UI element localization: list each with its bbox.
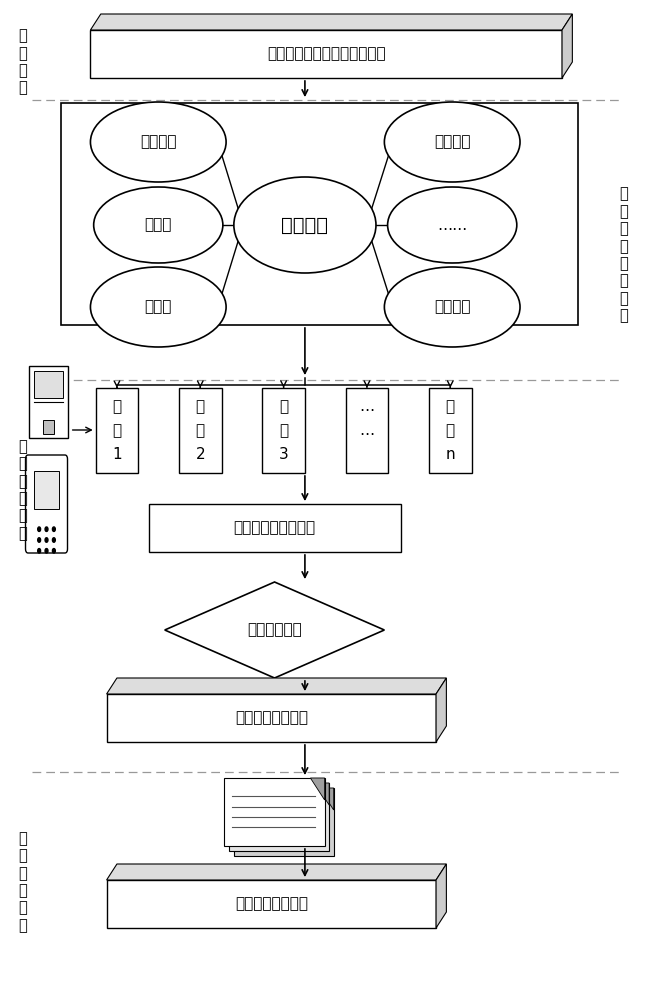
Text: …: … — [359, 399, 375, 414]
FancyBboxPatch shape — [107, 880, 436, 928]
Ellipse shape — [90, 267, 226, 347]
Circle shape — [37, 527, 41, 531]
Text: 生态环境: 生态环境 — [140, 134, 176, 149]
Circle shape — [37, 538, 41, 542]
Polygon shape — [90, 14, 572, 30]
Circle shape — [45, 527, 48, 531]
Text: 段: 段 — [279, 423, 288, 438]
FancyBboxPatch shape — [96, 388, 138, 473]
Text: 各标段环保监控报告: 各标段环保监控报告 — [233, 520, 316, 535]
Ellipse shape — [90, 102, 226, 182]
FancyBboxPatch shape — [229, 783, 329, 851]
Text: 输变电工程环境影响评价报告: 输变电工程环境影响评价报告 — [267, 46, 386, 61]
FancyBboxPatch shape — [225, 778, 324, 846]
FancyBboxPatch shape — [34, 471, 59, 508]
Text: …: … — [359, 423, 375, 438]
Polygon shape — [165, 582, 384, 678]
FancyBboxPatch shape — [346, 388, 388, 473]
Text: 水环境: 水环境 — [145, 300, 172, 314]
FancyBboxPatch shape — [90, 30, 562, 78]
Ellipse shape — [234, 177, 376, 273]
Text: 环保措施落实: 环保措施落实 — [247, 622, 302, 638]
Ellipse shape — [384, 267, 520, 347]
Circle shape — [52, 527, 56, 531]
Text: 竣
工
验
收
阶
段: 竣 工 验 收 阶 段 — [18, 831, 27, 933]
FancyBboxPatch shape — [43, 420, 54, 434]
Text: 段: 段 — [112, 423, 121, 438]
Circle shape — [52, 549, 56, 553]
FancyBboxPatch shape — [25, 455, 67, 553]
Text: 标: 标 — [446, 399, 455, 414]
Text: 数据提取: 数据提取 — [282, 216, 328, 234]
Text: ……: …… — [437, 218, 467, 232]
Ellipse shape — [388, 187, 517, 263]
Text: 标: 标 — [196, 399, 205, 414]
Text: 水土流失: 水土流失 — [434, 300, 470, 314]
FancyBboxPatch shape — [29, 366, 68, 438]
FancyBboxPatch shape — [61, 103, 578, 325]
Polygon shape — [315, 783, 329, 805]
Circle shape — [37, 549, 41, 553]
Text: 工程竣工验收报告: 工程竣工验收报告 — [234, 896, 308, 912]
Text: 3: 3 — [278, 447, 289, 462]
Ellipse shape — [94, 187, 223, 263]
Text: 段: 段 — [196, 423, 205, 438]
Text: 标: 标 — [279, 399, 288, 414]
Text: 环
评
影
响
因
素
提
取: 环 评 影 响 因 素 提 取 — [619, 187, 628, 323]
Text: 工程环保监控报告: 工程环保监控报告 — [234, 710, 308, 726]
FancyBboxPatch shape — [262, 388, 305, 473]
Polygon shape — [310, 778, 324, 800]
Polygon shape — [436, 864, 446, 928]
Polygon shape — [107, 864, 446, 880]
Text: 建
设
施
工
阶
段: 建 设 施 工 阶 段 — [18, 439, 27, 541]
Circle shape — [45, 538, 48, 542]
Text: 2: 2 — [196, 447, 205, 462]
Text: 大气环境: 大气环境 — [434, 134, 470, 149]
Polygon shape — [107, 678, 446, 694]
Text: 声环境: 声环境 — [145, 218, 172, 232]
Polygon shape — [436, 678, 446, 742]
Text: 段: 段 — [446, 423, 455, 438]
Text: 环
评
阶
段: 环 评 阶 段 — [18, 28, 27, 96]
FancyBboxPatch shape — [429, 388, 472, 473]
FancyBboxPatch shape — [149, 504, 401, 552]
FancyBboxPatch shape — [107, 694, 436, 742]
Text: 标: 标 — [112, 399, 121, 414]
Circle shape — [52, 538, 56, 542]
FancyBboxPatch shape — [34, 371, 63, 398]
Polygon shape — [562, 14, 572, 78]
FancyBboxPatch shape — [179, 388, 222, 473]
FancyBboxPatch shape — [234, 788, 334, 856]
Text: n: n — [446, 447, 455, 462]
Circle shape — [45, 549, 48, 553]
Polygon shape — [319, 788, 334, 810]
Ellipse shape — [384, 102, 520, 182]
Text: 1: 1 — [112, 447, 121, 462]
